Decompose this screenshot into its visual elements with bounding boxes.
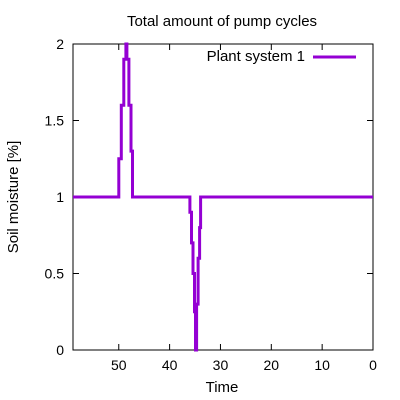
- x-tick-label: 0: [369, 357, 377, 373]
- y-tick-label: 1: [56, 189, 64, 205]
- x-tick-label: 40: [162, 357, 178, 373]
- x-tick-label: 20: [264, 357, 280, 373]
- y-tick-label: 1.5: [45, 113, 65, 129]
- x-tick-label: 30: [213, 357, 229, 373]
- x-tick-label: 50: [111, 357, 127, 373]
- y-axis-label: Soil moisture [%]: [5, 141, 22, 254]
- y-tick-labels: 0 0.5 1 1.5 2: [45, 36, 65, 358]
- y-tick-label: 0.5: [45, 266, 65, 282]
- legend-label: Plant system 1: [207, 48, 305, 65]
- y-tick-label: 0: [56, 342, 64, 358]
- x-tick-labels: 50 40 30 20 10 0: [111, 357, 377, 373]
- legend: Plant system 1: [207, 48, 356, 65]
- series-line: [73, 42, 373, 352]
- series-layer: [73, 42, 373, 352]
- x-tick-label: 10: [314, 357, 330, 373]
- chart-title: Total amount of pump cycles: [127, 13, 317, 30]
- y-tick-label: 2: [56, 36, 64, 52]
- x-axis-label: Time: [206, 379, 239, 396]
